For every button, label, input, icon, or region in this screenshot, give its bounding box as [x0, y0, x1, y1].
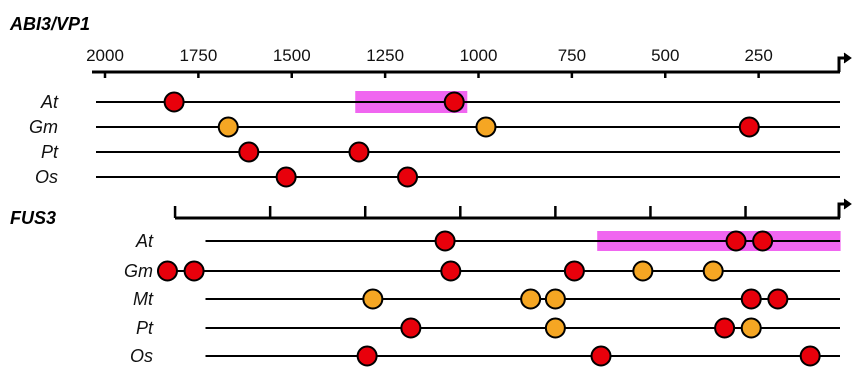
marker-fus3-pt-4 [740, 317, 762, 339]
marker-fus3-at-1 [434, 230, 456, 252]
panel-title-abi3-vp1: ABI3/VP1 [9, 14, 90, 34]
marker-abi3-vp1-gm-3 [738, 116, 760, 138]
species-label-fus3-gm: Gm [124, 261, 153, 281]
marker-fus3-gm-3 [440, 260, 462, 282]
marker-fus3-pt-1 [400, 317, 422, 339]
species-label-fus3-pt: Pt [136, 318, 154, 338]
marker-fus3-os-1 [356, 345, 378, 367]
tick-label-abi3-vp1-750: 750 [558, 46, 586, 65]
species-label-abi3-vp1-os: Os [35, 167, 58, 187]
marker-fus3-mt-1 [362, 288, 384, 310]
marker-abi3-vp1-gm-1 [217, 116, 239, 138]
tick-label-abi3-vp1-500: 500 [651, 46, 679, 65]
marker-fus3-pt-3 [714, 317, 736, 339]
species-label-abi3-vp1-gm: Gm [29, 117, 58, 137]
marker-fus3-pt-2 [544, 317, 566, 339]
species-label-abi3-vp1-at: At [40, 92, 59, 112]
marker-abi3-vp1-pt-2 [348, 141, 370, 163]
marker-fus3-at-3 [752, 230, 774, 252]
marker-fus3-mt-2 [520, 288, 542, 310]
marker-fus3-gm-2 [183, 260, 205, 282]
marker-fus3-os-2 [590, 345, 612, 367]
axis-arrowhead-abi3-vp1 [843, 52, 852, 64]
marker-fus3-os-3 [799, 345, 821, 367]
marker-fus3-mt-4 [740, 288, 762, 310]
species-label-fus3-os: Os [130, 346, 153, 366]
marker-fus3-mt-5 [767, 288, 789, 310]
marker-abi3-vp1-gm-2 [475, 116, 497, 138]
marker-abi3-vp1-os-1 [275, 166, 297, 188]
marker-fus3-gm-6 [702, 260, 724, 282]
marker-fus3-mt-3 [544, 288, 566, 310]
species-label-abi3-vp1-pt: Pt [41, 142, 59, 162]
marker-fus3-at-2 [725, 230, 747, 252]
tick-label-abi3-vp1-1500: 1500 [273, 46, 311, 65]
axis-arrowhead-fus3 [843, 198, 852, 210]
marker-abi3-vp1-pt-1 [238, 141, 260, 163]
species-label-fus3-at: At [135, 231, 154, 251]
tick-label-abi3-vp1-2000: 2000 [86, 46, 124, 65]
tick-label-abi3-vp1-1250: 1250 [366, 46, 404, 65]
marker-fus3-gm-1 [156, 260, 178, 282]
marker-fus3-gm-4 [563, 260, 585, 282]
marker-abi3-vp1-at-2 [443, 91, 465, 113]
marker-abi3-vp1-os-2 [397, 166, 419, 188]
tick-label-abi3-vp1-1750: 1750 [179, 46, 217, 65]
species-label-fus3-mt: Mt [133, 289, 154, 309]
tick-label-abi3-vp1-250: 250 [744, 46, 772, 65]
marker-fus3-gm-5 [632, 260, 654, 282]
panel-title-fus3: FUS3 [10, 208, 56, 228]
marker-abi3-vp1-at-1 [163, 91, 185, 113]
tick-label-abi3-vp1-1000: 1000 [460, 46, 498, 65]
